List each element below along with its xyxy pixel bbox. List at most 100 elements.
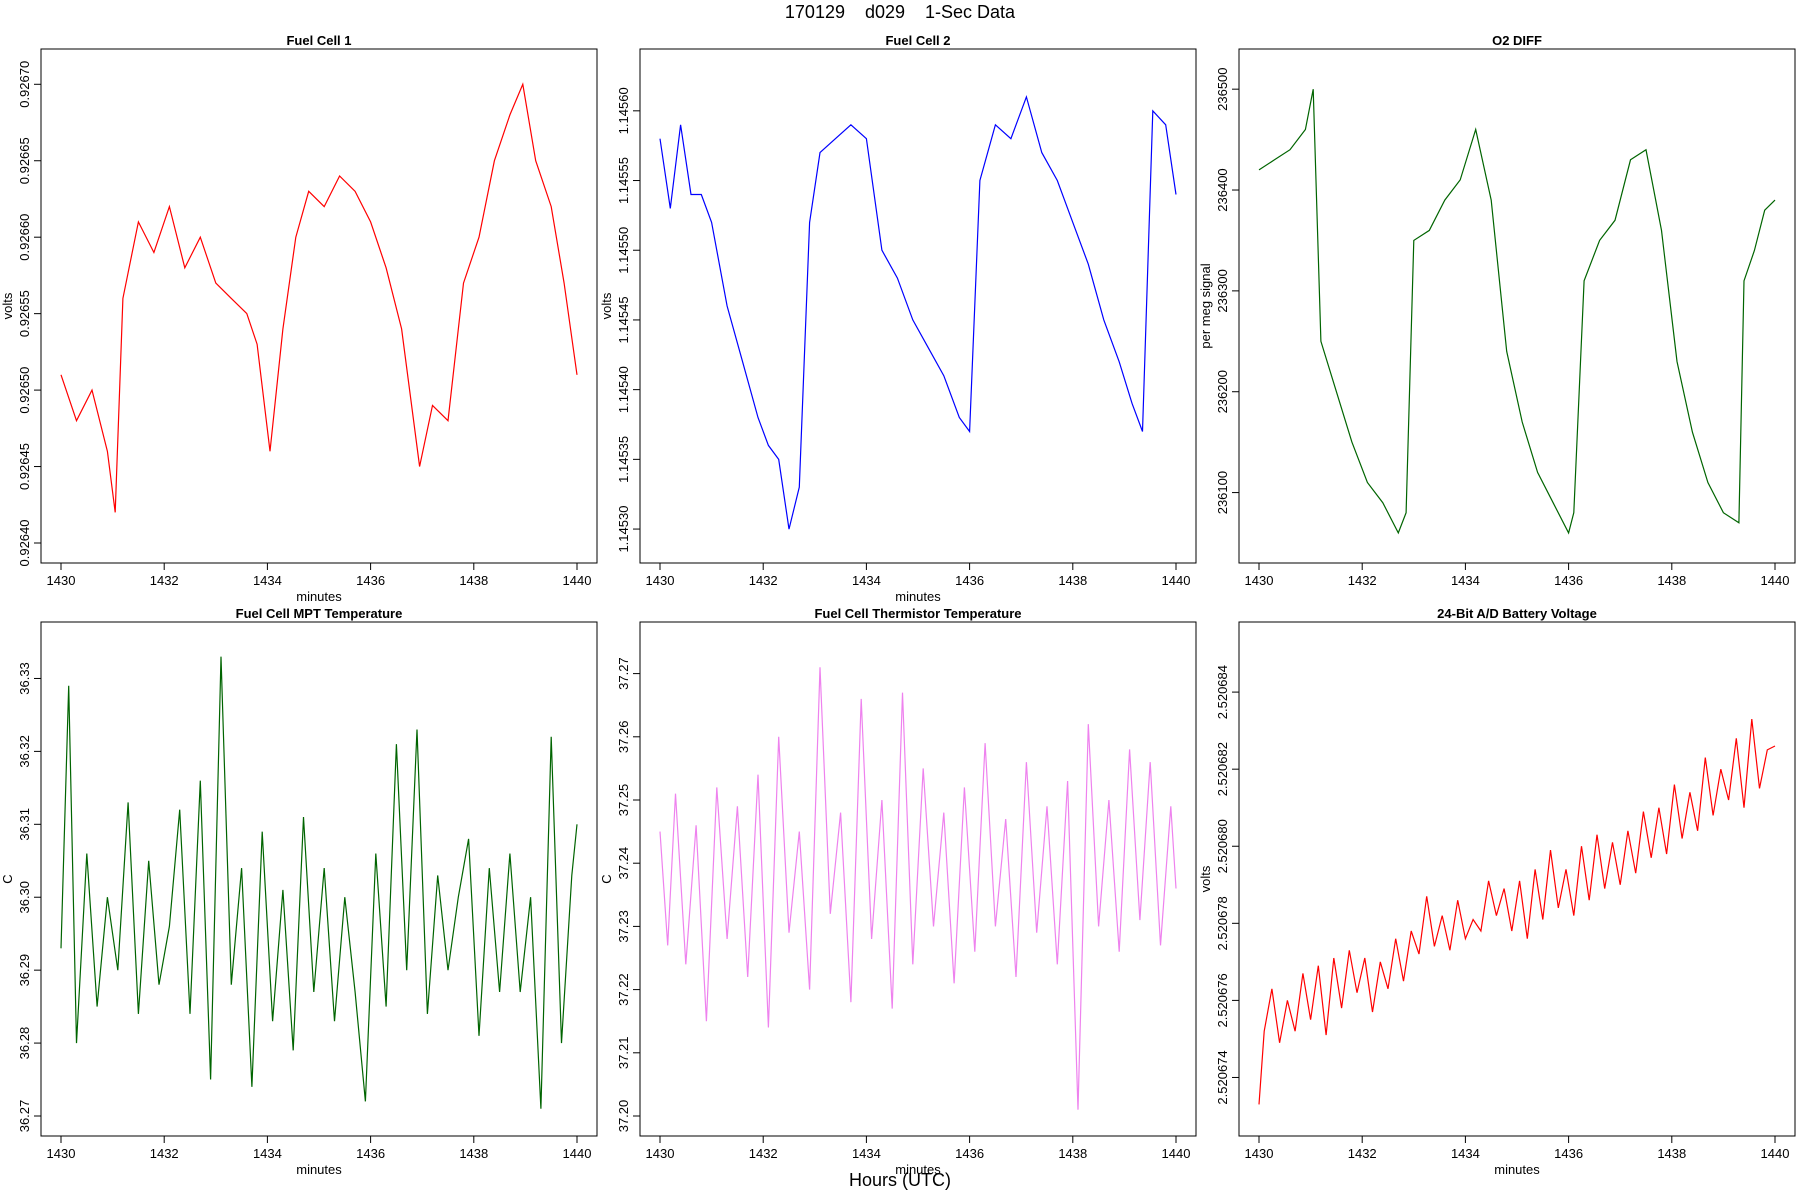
- x-tick-label: 1430: [47, 1146, 76, 1161]
- x-tick-label: 1430: [646, 573, 675, 588]
- chart-title-1: Fuel Cell 1: [286, 33, 351, 48]
- y-tick-label: 236500: [1215, 67, 1230, 110]
- y-axis-label-1: volts: [0, 292, 15, 319]
- y-tick-label: 37.27: [616, 657, 631, 690]
- x-tick-label: 1436: [356, 1146, 385, 1161]
- plot-frame-6: [1238, 621, 1796, 1137]
- y-tick-label: 2.520678: [1215, 896, 1230, 950]
- x-tick-label: 1432: [150, 573, 179, 588]
- y-tick-label: 36.29: [17, 954, 32, 987]
- x-tick-label: 1430: [47, 573, 76, 588]
- y-tick-label: 236400: [1215, 168, 1230, 211]
- y-tick-label: 0.92645: [17, 443, 32, 490]
- y-tick-label: 37.21: [616, 1037, 631, 1070]
- x-tick-label: 1434: [852, 1146, 881, 1161]
- y-axis-label-6: volts: [1198, 865, 1213, 892]
- x-tick-label: 1436: [955, 573, 984, 588]
- y-tick-label: 1.14560: [616, 87, 631, 134]
- chart-title-5: Fuel Cell Thermistor Temperature: [814, 606, 1021, 621]
- x-tick-label: 1434: [253, 1146, 282, 1161]
- y-tick-label: 2.520680: [1215, 819, 1230, 873]
- y-tick-label: 37.25: [616, 784, 631, 817]
- x-tick-label: 1436: [356, 573, 385, 588]
- series-line-1: [60, 82, 578, 513]
- y-tick-label: 37.26: [616, 721, 631, 754]
- y-tick-label: 0.92650: [17, 367, 32, 414]
- x-tick-label: 1436: [1554, 573, 1583, 588]
- y-tick-label: 1.14530: [616, 506, 631, 553]
- x-axis-common-label: Hours (UTC): [849, 1170, 951, 1190]
- x-tick-label: 1430: [1245, 1146, 1274, 1161]
- x-tick-label: 1434: [1451, 1146, 1480, 1161]
- x-tick-label: 1440: [563, 1146, 592, 1161]
- x-tick-label: 1440: [563, 573, 592, 588]
- x-tick-label: 1434: [253, 573, 282, 588]
- plot-frame-1: [40, 48, 598, 564]
- y-tick-label: 37.23: [616, 910, 631, 943]
- x-tick-label: 1436: [955, 1146, 984, 1161]
- series-line-6: [1258, 719, 1776, 1105]
- chart-title-6: 24-Bit A/D Battery Voltage: [1437, 606, 1597, 621]
- x-tick-label: 1438: [459, 1146, 488, 1161]
- y-tick-label: 2.520676: [1215, 973, 1230, 1027]
- y-tick-label: 0.92655: [17, 290, 32, 337]
- x-tick-label: 1432: [749, 1146, 778, 1161]
- y-tick-label: 36.33: [17, 662, 32, 695]
- series-line-3: [1258, 89, 1776, 535]
- y-tick-label: 37.24: [616, 847, 631, 880]
- y-axis-label-3: per meg signal: [1198, 263, 1213, 348]
- x-axis-label-2: minutes: [895, 589, 941, 604]
- y-tick-label: 37.20: [616, 1100, 631, 1133]
- x-tick-label: 1440: [1761, 573, 1790, 588]
- y-tick-label: 0.92665: [17, 137, 32, 184]
- y-tick-label: 0.92670: [17, 61, 32, 108]
- x-axis-label-1: minutes: [296, 589, 342, 604]
- y-tick-label: 1.14550: [616, 227, 631, 274]
- x-tick-label: 1432: [1348, 1146, 1377, 1161]
- y-tick-label: 36.28: [17, 1027, 32, 1060]
- x-tick-label: 1438: [1058, 573, 1087, 588]
- y-axis-label-2: volts: [599, 292, 614, 319]
- x-tick-label: 1440: [1162, 573, 1191, 588]
- page-title: 170129 d029 1-Sec Data: [784, 2, 1016, 22]
- x-tick-label: 1436: [1554, 1146, 1583, 1161]
- x-tick-label: 1434: [852, 573, 881, 588]
- y-axis-label-4: C: [0, 874, 15, 883]
- plot-frame-2: [639, 48, 1197, 564]
- x-tick-label: 1432: [150, 1146, 179, 1161]
- y-tick-label: 236100: [1215, 471, 1230, 514]
- plot-frame-4: [40, 621, 598, 1137]
- x-tick-label: 1432: [749, 573, 778, 588]
- plot-frame-3: [1238, 48, 1796, 564]
- series-line-4: [60, 656, 578, 1109]
- series-line-2: [659, 94, 1177, 530]
- y-tick-label: 0.92660: [17, 214, 32, 261]
- x-axis-label-4: minutes: [296, 1162, 342, 1177]
- x-tick-label: 1438: [1657, 573, 1686, 588]
- x-tick-label: 1430: [646, 1146, 675, 1161]
- x-axis-label-6: minutes: [1494, 1162, 1540, 1177]
- y-tick-label: 1.14535: [616, 436, 631, 483]
- x-tick-label: 1438: [459, 573, 488, 588]
- y-tick-label: 2.520674: [1215, 1050, 1230, 1104]
- x-tick-label: 1432: [1348, 573, 1377, 588]
- chart-title-2: Fuel Cell 2: [885, 33, 950, 48]
- x-tick-label: 1430: [1245, 573, 1274, 588]
- series-line-5: [659, 667, 1177, 1110]
- y-tick-label: 2.520682: [1215, 742, 1230, 796]
- y-tick-label: 36.27: [17, 1100, 32, 1133]
- y-tick-label: 1.14555: [616, 157, 631, 204]
- x-tick-label: 1438: [1657, 1146, 1686, 1161]
- y-tick-label: 36.30: [17, 881, 32, 914]
- y-tick-label: 37.22: [616, 973, 631, 1006]
- x-tick-label: 1440: [1761, 1146, 1790, 1161]
- y-tick-label: 236300: [1215, 269, 1230, 312]
- x-tick-label: 1438: [1058, 1146, 1087, 1161]
- y-tick-label: 2.520684: [1215, 665, 1230, 719]
- y-tick-label: 0.92640: [17, 520, 32, 567]
- x-axis-label-5: minutes: [895, 1162, 941, 1177]
- y-tick-label: 1.14545: [616, 296, 631, 343]
- chart-title-3: O2 DIFF: [1492, 33, 1542, 48]
- y-axis-label-5: C: [599, 874, 614, 883]
- y-tick-label: 36.32: [17, 735, 32, 768]
